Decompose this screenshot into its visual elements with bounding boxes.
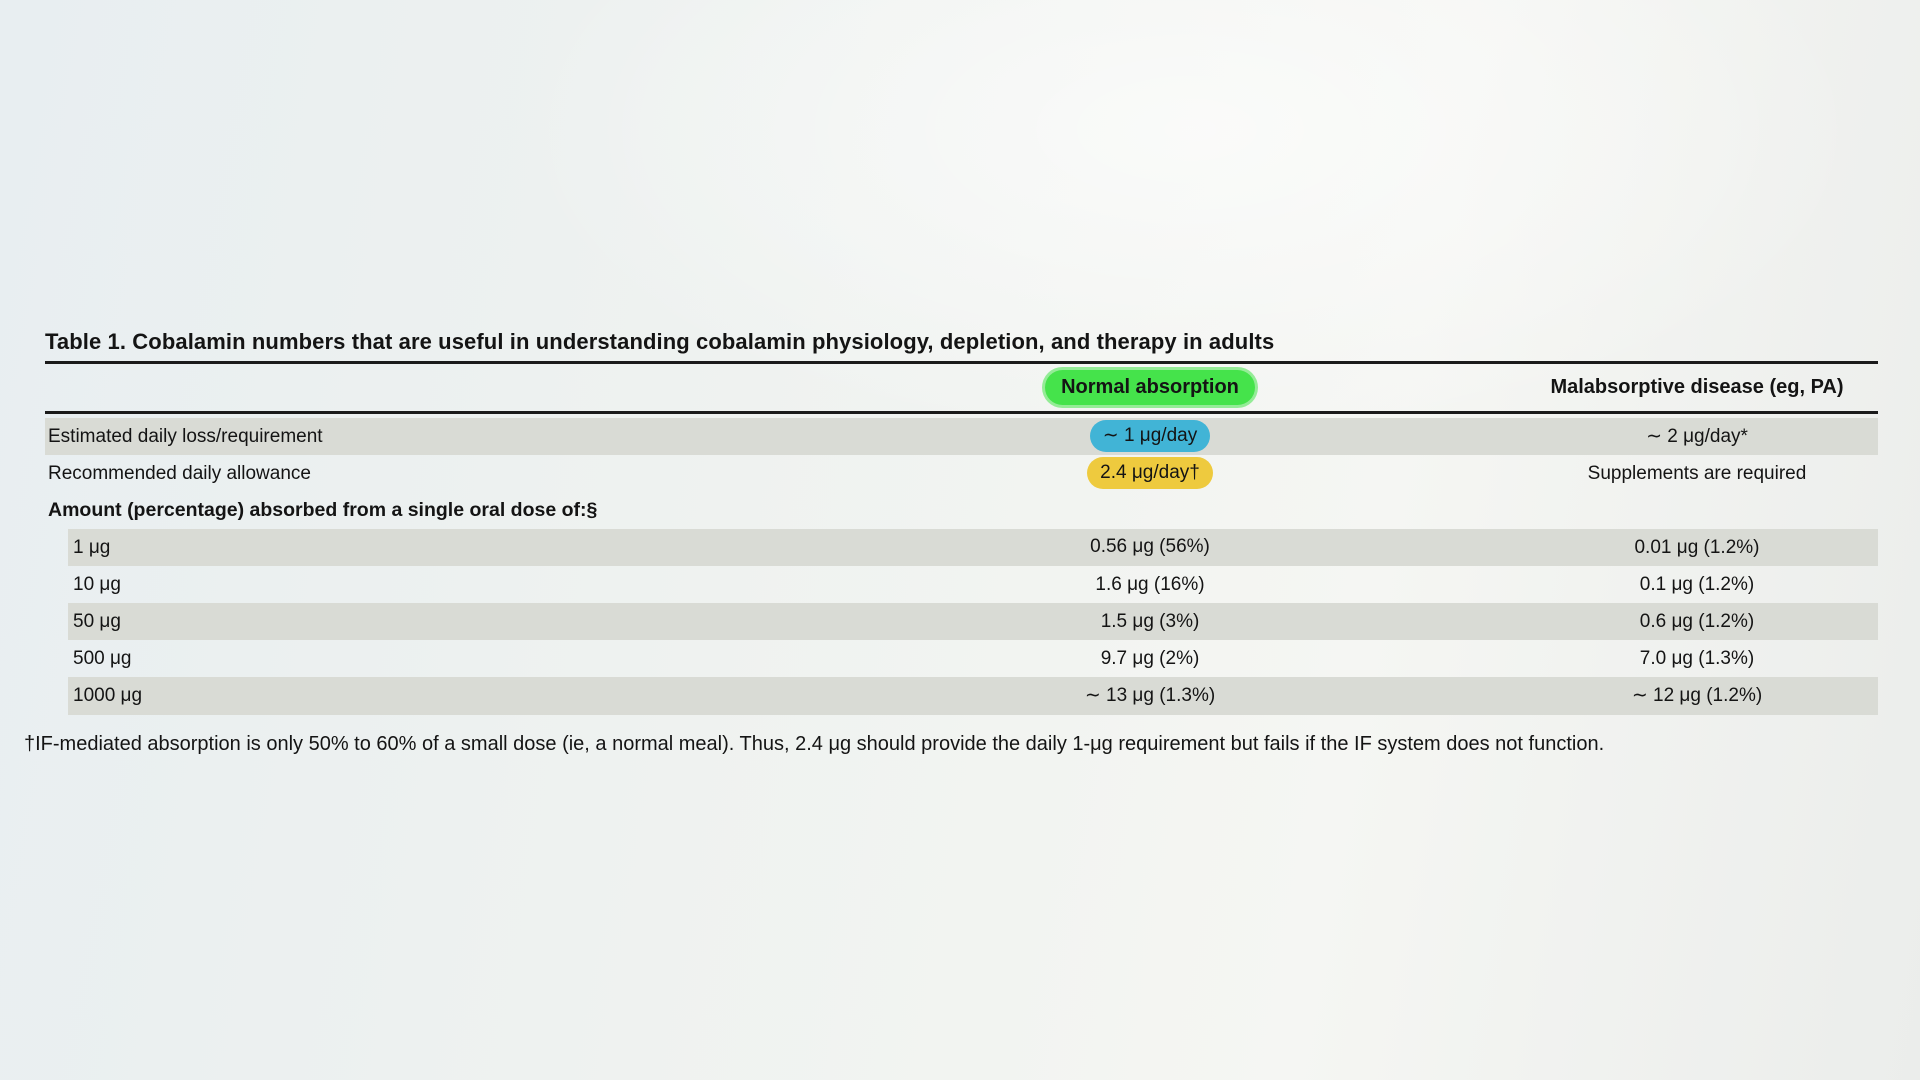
cell-normal: 1.6 μg (16%)	[1095, 573, 1205, 595]
cell-disease: 0.1 μg (1.2%)	[1639, 574, 1755, 595]
table-header-row: Normal absorption Malabsorptive disease …	[45, 363, 1878, 411]
row-label: 10 μg	[73, 574, 121, 595]
cell-normal: ∼ 1 μg/day	[950, 418, 1350, 455]
table-row: 10 μg 1.6 μg (16%) 0.1 μg (1.2%)	[45, 566, 1878, 603]
cell-disease: 7.0 μg (1.3%)	[1639, 648, 1755, 670]
top-rule	[45, 361, 1878, 364]
table-row: 500 μg 9.7 μg (2%) 7.0 μg (1.3%)	[45, 640, 1878, 677]
column-header-disease: Malabsorptive disease (eg, PA)	[1550, 376, 1844, 398]
cell-disease: 0.6 μg (1.2%)	[1639, 611, 1755, 633]
row-label: 500 μg	[73, 648, 132, 670]
blue-highlight-pill: ∼ 1 μg/day	[1089, 420, 1211, 452]
table-row: Amount (percentage) absorbed from a sing…	[45, 492, 1878, 529]
row-label: Estimated daily loss/requirement	[48, 425, 323, 447]
table-row: Recommended daily allowance 2.4 μg/day† …	[45, 455, 1878, 492]
table-row: 1 μg 0.56 μg (56%) 0.01 μg (1.2%)	[45, 528, 1878, 566]
table-row: Estimated daily loss/requirement ∼ 1 μg/…	[45, 417, 1878, 455]
row-label: 1 μg	[73, 536, 111, 558]
row-label: Amount (percentage) absorbed from a sing…	[48, 498, 598, 521]
normal-absorption-highlight: Normal absorption	[1045, 369, 1255, 405]
cell-disease: ∼ 12 μg (1.2%)	[1631, 685, 1763, 707]
cell-normal: 0.56 μg (56%)	[1090, 536, 1210, 558]
table-row: 50 μg 1.5 μg (3%) 0.6 μg (1.2%)	[45, 603, 1878, 641]
cell-disease: Supplements are required	[1587, 462, 1807, 484]
yellow-highlight-pill: 2.4 μg/day†	[1087, 457, 1213, 489]
cell-disease: ∼ 2 μg/day*	[1646, 425, 1748, 447]
cell-disease: 0.01 μg (1.2%)	[1634, 536, 1760, 558]
cell-normal: ∼ 13 μg (1.3%)	[1084, 685, 1216, 707]
row-label: 50 μg	[73, 611, 121, 633]
table-row: 1000 μg ∼ 13 μg (1.3%) ∼ 12 μg (1.2%)	[45, 677, 1878, 715]
cell-normal: 2.4 μg/day†	[950, 455, 1350, 492]
footnote: †IF-mediated absorption is only 50% to 6…	[24, 733, 1605, 755]
row-label: Recommended daily allowance	[48, 462, 311, 484]
row-label: 1000 μg	[73, 685, 143, 707]
cell-normal: 9.7 μg (2%)	[1100, 647, 1200, 669]
column-header-normal: Normal absorption	[950, 363, 1350, 411]
cell-normal: 1.5 μg (3%)	[1100, 610, 1200, 632]
table-body: Estimated daily loss/requirement ∼ 1 μg/…	[45, 417, 1878, 715]
table-title: Table 1. Cobalamin numbers that are usef…	[45, 329, 1275, 354]
header-rule	[45, 411, 1878, 414]
